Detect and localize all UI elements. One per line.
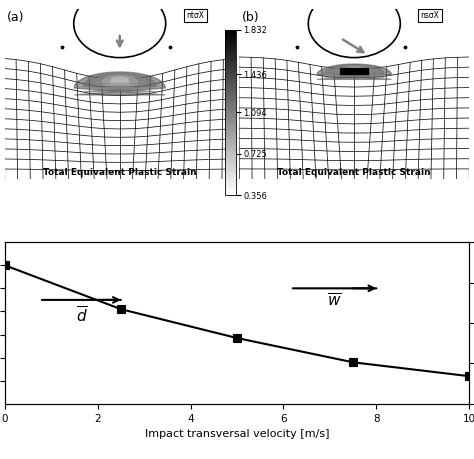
Polygon shape [347,68,362,71]
Text: (a): (a) [7,11,25,24]
Text: $\overline{w}$: $\overline{w}$ [328,293,342,310]
X-axis label: Impact transversal velocity [m/s]: Impact transversal velocity [m/s] [145,429,329,439]
Polygon shape [317,64,392,79]
Text: $\overline{d}$: $\overline{d}$ [75,306,87,326]
Text: Total Equivalent Plastic Strain: Total Equivalent Plastic Strain [43,168,197,177]
Polygon shape [83,73,156,92]
Circle shape [308,0,400,57]
Polygon shape [110,78,129,82]
Text: (b): (b) [242,11,259,24]
Polygon shape [332,66,377,75]
Polygon shape [74,72,165,95]
Text: Total Equivalent Plastic Strain: Total Equivalent Plastic Strain [277,168,431,177]
Text: ntσX: ntσX [187,11,205,20]
Polygon shape [92,75,147,89]
Circle shape [74,0,166,57]
Polygon shape [325,65,384,77]
Polygon shape [101,76,138,85]
Text: nsσX: nsσX [421,11,439,20]
Polygon shape [339,67,369,73]
